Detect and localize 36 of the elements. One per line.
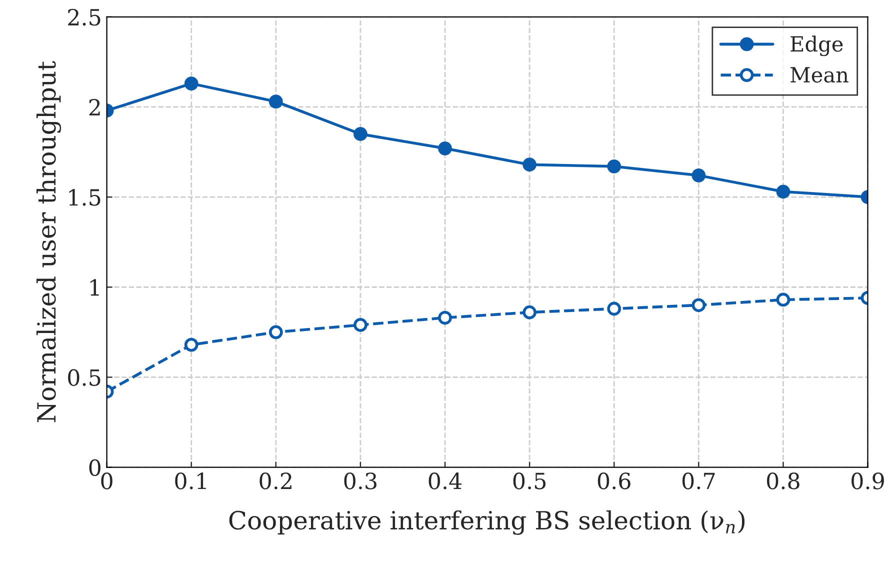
x-tick-label: 0.6 xyxy=(598,472,630,490)
point xyxy=(522,305,536,320)
x-tick-label: 0.2 xyxy=(260,472,292,490)
x-tick-label: 0 xyxy=(101,472,112,490)
y-tick-label: 1.5 xyxy=(69,189,100,206)
point xyxy=(184,76,198,90)
legend-label: Mean xyxy=(790,67,848,83)
y-tick-label: 0 xyxy=(89,459,100,476)
point xyxy=(438,310,452,325)
x-tick-label: 0.1 xyxy=(175,472,206,490)
x-tick-label: 0.4 xyxy=(428,472,462,490)
point xyxy=(268,325,283,340)
point xyxy=(268,94,283,109)
x-axis-title: Cooperative interfering BS selection (ν$_{n}$) xyxy=(229,510,745,535)
legend-label: Edge xyxy=(790,36,843,56)
point xyxy=(607,302,622,316)
point xyxy=(776,292,790,307)
point xyxy=(438,141,452,156)
point xyxy=(354,127,368,141)
point xyxy=(692,168,706,182)
x-tick-label: 0.8 xyxy=(766,472,800,490)
x-tick-label: 0.5 xyxy=(513,472,546,490)
point xyxy=(607,159,622,174)
y-tick-label: 2.5 xyxy=(68,8,100,26)
point xyxy=(692,298,706,312)
y-tick-label: 1 xyxy=(90,279,99,296)
y-tick-label: 2 xyxy=(89,98,100,116)
y-axis-title: Normalized user throughput xyxy=(36,61,62,422)
point xyxy=(776,184,790,199)
point xyxy=(184,338,198,352)
x-tick-label: 0.9 xyxy=(852,472,884,490)
point xyxy=(522,158,536,172)
y-tick-label: 0.5 xyxy=(68,369,100,386)
x-tick-label: 0.3 xyxy=(344,472,376,490)
x-tick-label: 0.7 xyxy=(682,472,715,490)
point xyxy=(354,318,368,332)
